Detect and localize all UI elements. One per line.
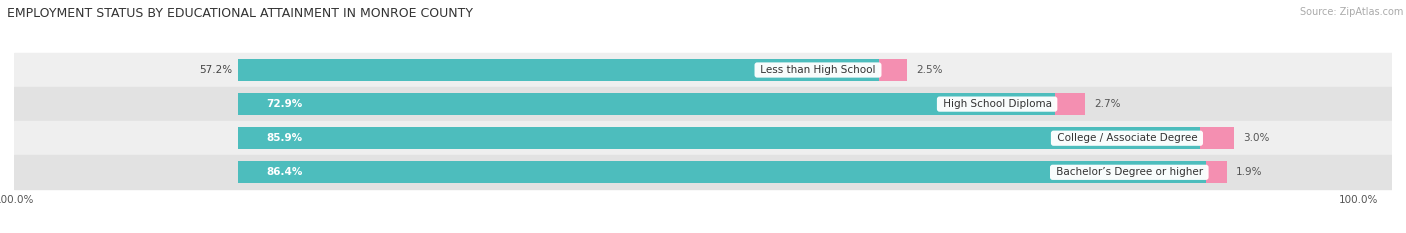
Text: Less than High School: Less than High School (756, 65, 879, 75)
Bar (879, 59, 907, 81)
Text: 1.9%: 1.9% (1236, 167, 1263, 177)
Bar (14, 87, 1392, 121)
Bar (1201, 127, 1234, 149)
Text: 85.9%: 85.9% (266, 133, 302, 143)
Bar (14, 121, 1392, 155)
Text: 72.9%: 72.9% (266, 99, 302, 109)
Bar (1206, 161, 1227, 183)
Text: 57.2%: 57.2% (200, 65, 232, 75)
Text: Bachelor’s Degree or higher: Bachelor’s Degree or higher (1053, 167, 1206, 177)
Bar (1054, 93, 1085, 115)
Text: 2.7%: 2.7% (1094, 99, 1121, 109)
Bar (238, 161, 1206, 183)
Text: High School Diploma: High School Diploma (939, 99, 1054, 109)
Bar (238, 93, 1054, 115)
Bar (238, 59, 879, 81)
Bar (238, 127, 1201, 149)
Text: 3.0%: 3.0% (1243, 133, 1270, 143)
Text: Source: ZipAtlas.com: Source: ZipAtlas.com (1299, 7, 1403, 17)
Text: College / Associate Degree: College / Associate Degree (1053, 133, 1201, 143)
Bar (14, 155, 1392, 189)
Bar (14, 53, 1392, 87)
Text: 2.5%: 2.5% (915, 65, 942, 75)
Text: EMPLOYMENT STATUS BY EDUCATIONAL ATTAINMENT IN MONROE COUNTY: EMPLOYMENT STATUS BY EDUCATIONAL ATTAINM… (7, 7, 472, 20)
Text: 86.4%: 86.4% (266, 167, 302, 177)
